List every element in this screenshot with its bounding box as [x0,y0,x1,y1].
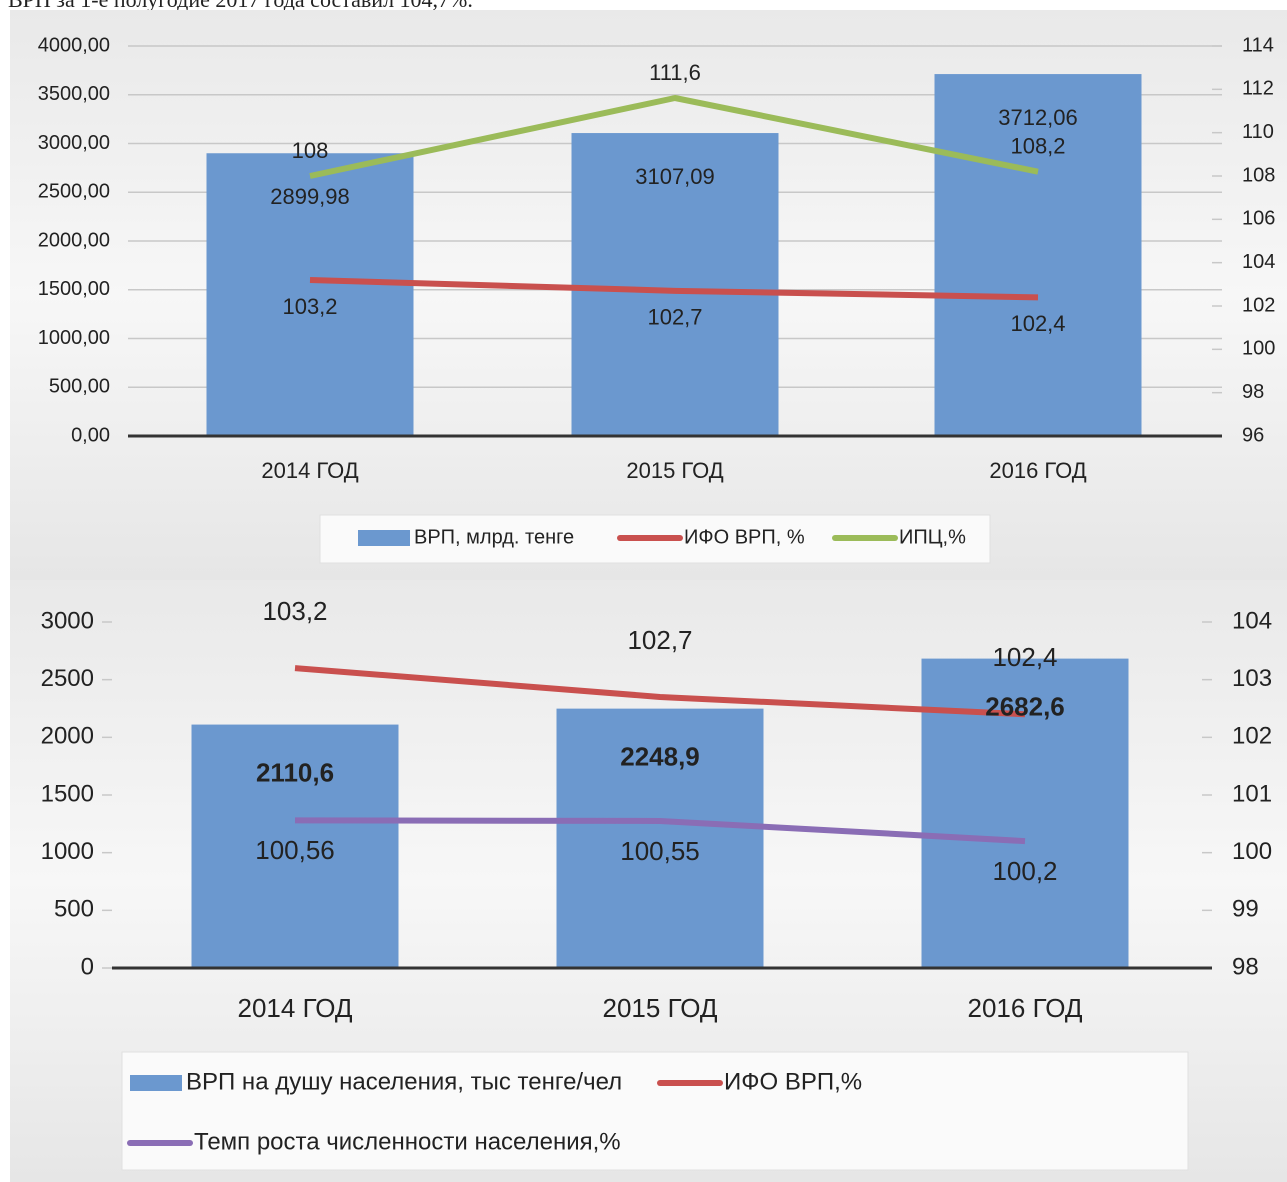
caption: ВРП за 1-е полугодие 2017 года составил … [8,0,473,12]
line [309,95,1039,179]
y2-tick-label: 100 [1242,338,1275,360]
line [294,817,1026,845]
data-label: 100,56 [255,835,335,865]
y-tick-label: 2500,00 [38,181,110,203]
y2-tick-label: 110 [1242,121,1274,143]
y-tick-label: 2000 [41,723,94,750]
data-label: 2899,98 [270,184,350,209]
legend-label: ВРП на душу населения, тыс тенге/чел [186,1068,622,1095]
y2-tick-label: 104 [1232,607,1272,634]
y-tick-label: 2500 [41,665,94,692]
y-tick-label: 3500,00 [38,83,110,105]
y2-tick-label: 108 [1242,164,1275,186]
data-label: 100,55 [620,836,700,866]
y2-tick-label: 103 [1232,665,1272,692]
data-label: 102,4 [992,642,1057,672]
x-tick-label: 2014 ГОД [238,993,353,1023]
data-label: 3107,09 [635,164,715,189]
data-label: 2110,6 [256,757,334,787]
line [294,665,1026,718]
data-label: 102,4 [1010,311,1065,336]
data-label: 108 [292,138,329,163]
legend-label: Темп роста численности населения,% [194,1128,621,1155]
y2-tick-label: 98 [1232,953,1259,980]
data-label: 108,2 [1010,133,1065,158]
legend-label: ИПЦ,% [899,526,966,548]
data-label: 100,2 [992,856,1057,886]
x-tick-label: 2015 ГОД [626,458,723,483]
y2-tick-label: 112 [1242,78,1274,100]
x-tick-label: 2014 ГОД [261,458,358,483]
data-label: 2248,9 [620,742,700,772]
y-tick-label: 500,00 [49,376,110,398]
y2-tick-label: 106 [1242,208,1275,230]
data-label: 3712,06 [998,105,1078,130]
y2-tick-label: 101 [1232,780,1272,807]
y-tick-label: 1000,00 [38,327,110,349]
y-tick-label: 1500,00 [38,278,110,300]
line [309,277,1039,301]
bar [934,74,1142,436]
y-tick-label: 4000,00 [38,34,110,56]
legend-label: ИФО ВРП, % [684,526,805,548]
y-tick-label: 3000 [41,607,94,634]
y-tick-label: 2000,00 [38,229,110,251]
y-tick-label: 0 [81,953,94,980]
data-label: 2682,6 [985,691,1065,721]
y2-tick-label: 98 [1242,381,1264,403]
data-label: 102,7 [647,305,702,330]
y2-tick-label: 102 [1242,294,1275,316]
legend-label: ВРП, млрд. тенге [414,526,574,548]
y-tick-label: 3000,00 [38,132,110,154]
data-label: 111,6 [649,60,701,85]
bar [556,708,764,968]
data-label: 103,2 [282,294,337,319]
data-label: 103,2 [262,596,327,626]
y2-tick-label: 99 [1232,896,1259,923]
x-tick-label: 2016 ГОД [989,458,1086,483]
y2-tick-label: 96 [1242,424,1264,446]
y-tick-label: 500 [54,896,94,923]
y-tick-label: 1500 [41,780,94,807]
bar [191,724,399,968]
y2-tick-label: 100 [1232,838,1272,865]
legend-label: ИФО ВРП,% [724,1068,862,1095]
y2-tick-label: 102 [1232,723,1272,750]
legend-box [121,1051,1189,1171]
y-tick-label: 0,00 [71,424,110,446]
bar [571,133,779,437]
data-label: 102,7 [627,625,692,655]
y2-tick-label: 114 [1242,34,1274,56]
legend-swatch [358,530,410,546]
y-tick-label: 1000 [41,838,94,865]
x-tick-label: 2016 ГОД [968,993,1083,1023]
bar [206,153,414,436]
x-tick-label: 2015 ГОД [603,993,718,1023]
y2-tick-label: 104 [1242,251,1275,273]
legend-swatch [130,1075,182,1091]
